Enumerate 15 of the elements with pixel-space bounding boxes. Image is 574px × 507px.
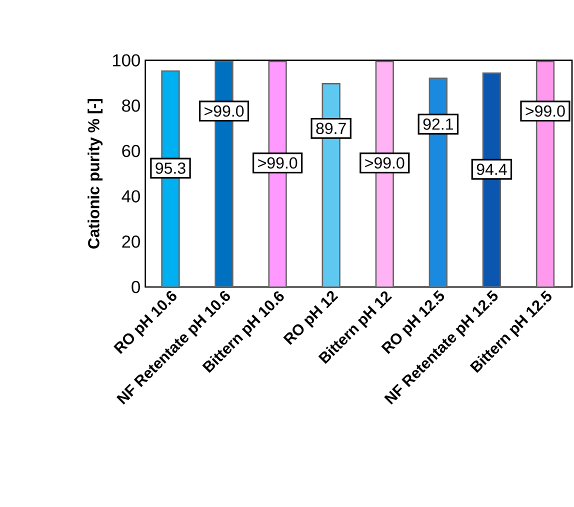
- data-label: 89.7: [316, 122, 346, 134]
- data-label: >99.0: [204, 105, 244, 117]
- y-tick-label: 0: [132, 280, 140, 294]
- y-axis-title: Cationic purity % [-]: [88, 99, 103, 249]
- y-tick-label: 100: [113, 54, 140, 66]
- data-label: >99.0: [258, 157, 298, 169]
- y-tick-label: 40: [122, 190, 140, 202]
- data-label: 95.3: [156, 162, 186, 174]
- y-tick-label: 60: [122, 144, 140, 158]
- data-label: 92.1: [423, 118, 453, 130]
- data-label: >99.0: [365, 157, 404, 169]
- data-label: 94.4: [476, 164, 507, 175]
- y-tick-label: 20: [122, 236, 140, 248]
- data-label: >99.0: [526, 105, 565, 117]
- y-tick-label: 80: [122, 100, 140, 112]
